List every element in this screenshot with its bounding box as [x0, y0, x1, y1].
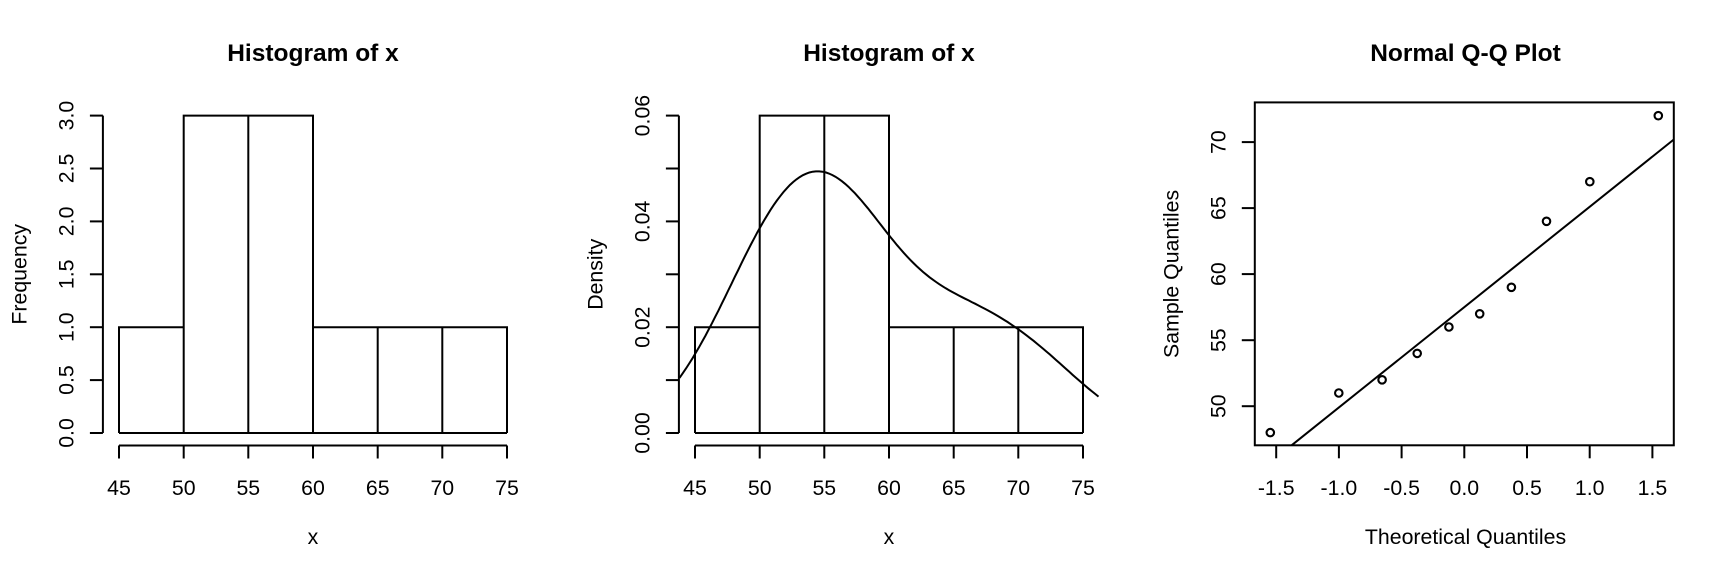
svg-text:x: x	[308, 525, 319, 549]
svg-text:50: 50	[1206, 394, 1230, 418]
svg-text:0.04: 0.04	[630, 201, 654, 243]
svg-text:x: x	[884, 525, 895, 549]
svg-text:0.02: 0.02	[630, 306, 654, 347]
svg-text:70: 70	[1006, 476, 1030, 500]
svg-text:50: 50	[748, 476, 772, 500]
svg-text:45: 45	[107, 476, 131, 500]
svg-text:45: 45	[683, 476, 707, 500]
svg-text:0.00: 0.00	[630, 412, 654, 454]
svg-text:0.06: 0.06	[630, 95, 654, 136]
svg-text:60: 60	[877, 476, 901, 500]
svg-text:Sample Quantiles: Sample Quantiles	[1159, 190, 1183, 358]
svg-text:75: 75	[1071, 476, 1095, 500]
svg-text:0.5: 0.5	[54, 365, 78, 395]
svg-text:75: 75	[495, 476, 519, 500]
svg-text:-1.0: -1.0	[1321, 476, 1358, 500]
svg-text:2.5: 2.5	[54, 154, 78, 184]
svg-text:65: 65	[366, 476, 390, 500]
svg-text:1.0: 1.0	[54, 312, 78, 342]
svg-text:50: 50	[172, 476, 196, 500]
svg-text:65: 65	[1206, 196, 1230, 220]
svg-text:0.5: 0.5	[1512, 476, 1542, 500]
svg-text:55: 55	[812, 476, 836, 500]
svg-text:1.0: 1.0	[1575, 476, 1605, 500]
svg-text:65: 65	[942, 476, 966, 500]
svg-text:60: 60	[301, 476, 325, 500]
svg-text:0.0: 0.0	[54, 418, 78, 448]
svg-text:Histogram of x: Histogram of x	[227, 40, 399, 67]
svg-text:Normal Q-Q Plot: Normal Q-Q Plot	[1370, 40, 1561, 67]
svg-text:Histogram of x: Histogram of x	[803, 40, 975, 67]
svg-text:-1.5: -1.5	[1258, 476, 1295, 500]
svg-text:-0.5: -0.5	[1383, 476, 1420, 500]
svg-text:3.0: 3.0	[54, 101, 78, 131]
svg-text:60: 60	[1206, 262, 1230, 286]
svg-text:70: 70	[1206, 130, 1230, 154]
svg-text:70: 70	[430, 476, 454, 500]
svg-text:1.5: 1.5	[1638, 476, 1668, 500]
svg-text:1.5: 1.5	[54, 259, 78, 289]
svg-text:Theoretical Quantiles: Theoretical Quantiles	[1365, 525, 1566, 549]
svg-text:55: 55	[1206, 328, 1230, 352]
svg-text:0.0: 0.0	[1449, 476, 1479, 500]
svg-text:55: 55	[236, 476, 260, 500]
svg-text:Frequency: Frequency	[7, 224, 31, 325]
svg-text:2.0: 2.0	[54, 206, 78, 236]
svg-text:Density: Density	[583, 238, 607, 309]
